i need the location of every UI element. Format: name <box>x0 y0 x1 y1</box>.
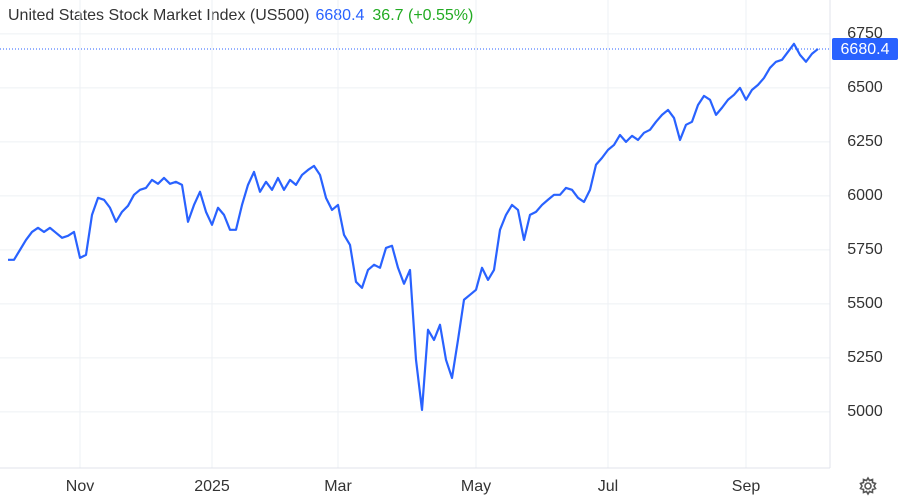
y-tick-label: 5500 <box>847 295 883 312</box>
last-price-badge <box>832 37 898 60</box>
plot: 5000 5250 5500 5750 6000 6250 6500 6750 Nov 2025 M… <box>0 25 898 495</box>
change: 36.7 (+0.55%) <box>372 7 473 24</box>
y-tick-label: 6500 <box>847 79 883 96</box>
x-tick-label: 2025 <box>194 478 230 495</box>
x-tick-label: Nov <box>66 478 94 495</box>
last-price: 6680.4 <box>315 7 364 24</box>
y-tick-label: 6250 <box>847 133 883 150</box>
chart-title: United States Stock Market Index (US500)… <box>8 7 473 24</box>
y-tick-label: 6000 <box>847 187 883 204</box>
y-tick-label: 5000 <box>847 403 883 420</box>
last-price-label: 6680.4 <box>841 41 890 58</box>
x-tick-label: Sep <box>732 478 761 495</box>
y-tick-label: 5250 <box>847 349 883 366</box>
price-line <box>8 42 819 412</box>
x-tick-label: May <box>461 478 491 495</box>
x-tick-label: Jul <box>598 478 618 495</box>
x-tick-label: Mar <box>324 478 352 495</box>
title: United States Stock Market Index (US500) <box>8 7 309 24</box>
y-tick-label: 5750 <box>847 241 883 258</box>
y-tick-label: 6750 <box>847 25 883 42</box>
settings-icon[interactable] <box>859 476 877 496</box>
